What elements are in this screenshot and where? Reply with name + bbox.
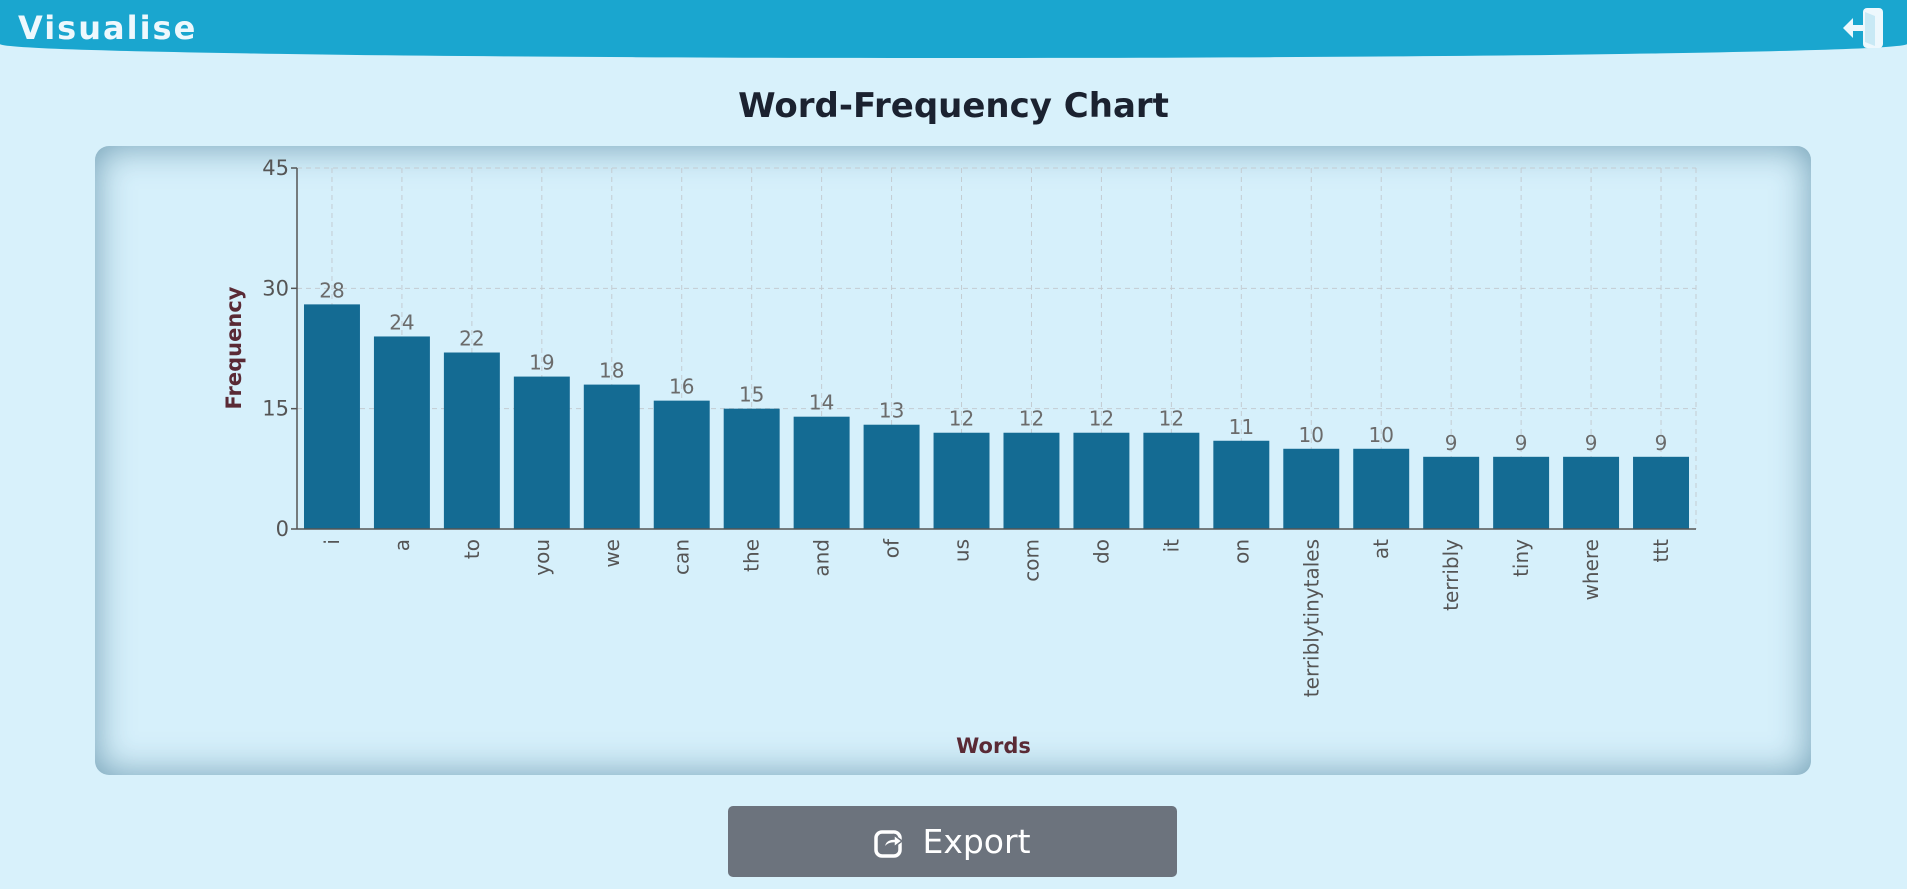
x-tick-label: we bbox=[600, 539, 624, 568]
bar bbox=[513, 376, 570, 529]
x-tick-label: on bbox=[1229, 539, 1253, 564]
x-tick-label: can bbox=[670, 539, 694, 575]
data-label: 11 bbox=[1229, 415, 1254, 439]
data-label: 22 bbox=[459, 327, 484, 351]
x-tick-label: it bbox=[1159, 539, 1183, 553]
data-label: 12 bbox=[1159, 407, 1184, 431]
x-tick-label: com bbox=[1019, 539, 1043, 582]
x-tick-label: at bbox=[1369, 539, 1393, 559]
chart-card: 28 24 22 19 18 16 15 14 13 12 12 12 12 11 10 10 9 9 9 9 0 15 3… bbox=[95, 146, 1811, 775]
bar bbox=[933, 432, 990, 529]
x-tick-label: terriblytinytales bbox=[1299, 539, 1323, 697]
x-tick-label: do bbox=[1089, 539, 1113, 564]
bar bbox=[1073, 432, 1130, 529]
y-axis-title: Frequency bbox=[222, 286, 246, 409]
bar bbox=[1493, 456, 1550, 529]
data-label: 14 bbox=[809, 391, 834, 415]
y-tick-label: 0 bbox=[276, 517, 289, 541]
bar bbox=[793, 416, 850, 529]
data-label: 9 bbox=[1585, 431, 1598, 455]
bar bbox=[1633, 456, 1690, 529]
app-title: Visualise bbox=[18, 9, 198, 47]
data-label: 12 bbox=[949, 407, 974, 431]
bar bbox=[1143, 432, 1200, 529]
x-tick-label: terribly bbox=[1439, 539, 1463, 611]
data-label: 10 bbox=[1368, 423, 1393, 447]
data-label: 28 bbox=[319, 278, 344, 302]
bar bbox=[1563, 456, 1620, 529]
x-tick-label: of bbox=[880, 538, 904, 558]
data-label: 9 bbox=[1445, 431, 1458, 455]
bar bbox=[863, 424, 920, 529]
data-label: 9 bbox=[1655, 431, 1668, 455]
bar bbox=[723, 408, 780, 529]
bar bbox=[373, 336, 430, 529]
data-label: 9 bbox=[1515, 431, 1528, 455]
y-tick-label: 15 bbox=[262, 397, 289, 421]
x-tick-label: i bbox=[320, 539, 344, 545]
export-label: Export bbox=[922, 822, 1031, 861]
data-label: 12 bbox=[1019, 407, 1044, 431]
x-tick-label: ttt bbox=[1649, 539, 1673, 563]
x-tick-label: tiny bbox=[1509, 539, 1533, 577]
y-tick-label: 30 bbox=[262, 276, 289, 300]
x-tick-label: us bbox=[950, 539, 974, 562]
bar bbox=[1003, 432, 1060, 529]
x-tick-label: a bbox=[390, 539, 414, 551]
x-tick-label: the bbox=[740, 539, 764, 572]
app-header: Visualise bbox=[0, 0, 1907, 58]
bar bbox=[583, 384, 640, 529]
data-label: 13 bbox=[879, 399, 904, 423]
word-frequency-chart: 28 24 22 19 18 16 15 14 13 12 12 12 12 11 10 10 9 9 9 9 0 15 3… bbox=[222, 156, 1697, 758]
bar bbox=[1283, 448, 1340, 529]
export-button[interactable]: Export bbox=[728, 806, 1177, 877]
data-label: 18 bbox=[599, 359, 624, 383]
data-label: 12 bbox=[1089, 407, 1114, 431]
x-tick-label: where bbox=[1579, 539, 1603, 600]
page-title: Word-Frequency Chart bbox=[738, 86, 1169, 126]
data-label: 24 bbox=[389, 310, 414, 334]
data-label: 16 bbox=[669, 375, 694, 399]
data-label: 19 bbox=[529, 351, 554, 375]
logout-icon[interactable] bbox=[1841, 6, 1889, 50]
data-label: 15 bbox=[739, 383, 764, 407]
bar bbox=[1213, 440, 1270, 529]
x-axis-title: Words bbox=[956, 734, 1031, 758]
bar bbox=[1423, 456, 1480, 529]
data-label: 10 bbox=[1299, 423, 1324, 447]
y-tick-label: 45 bbox=[262, 156, 289, 180]
bar bbox=[1353, 448, 1410, 529]
x-tick-label: and bbox=[810, 539, 834, 577]
bar bbox=[653, 400, 710, 529]
x-tick-label: to bbox=[460, 539, 484, 559]
bar bbox=[303, 304, 360, 529]
x-tick-label: you bbox=[530, 539, 554, 576]
share-icon bbox=[874, 827, 904, 858]
bar bbox=[443, 352, 500, 529]
